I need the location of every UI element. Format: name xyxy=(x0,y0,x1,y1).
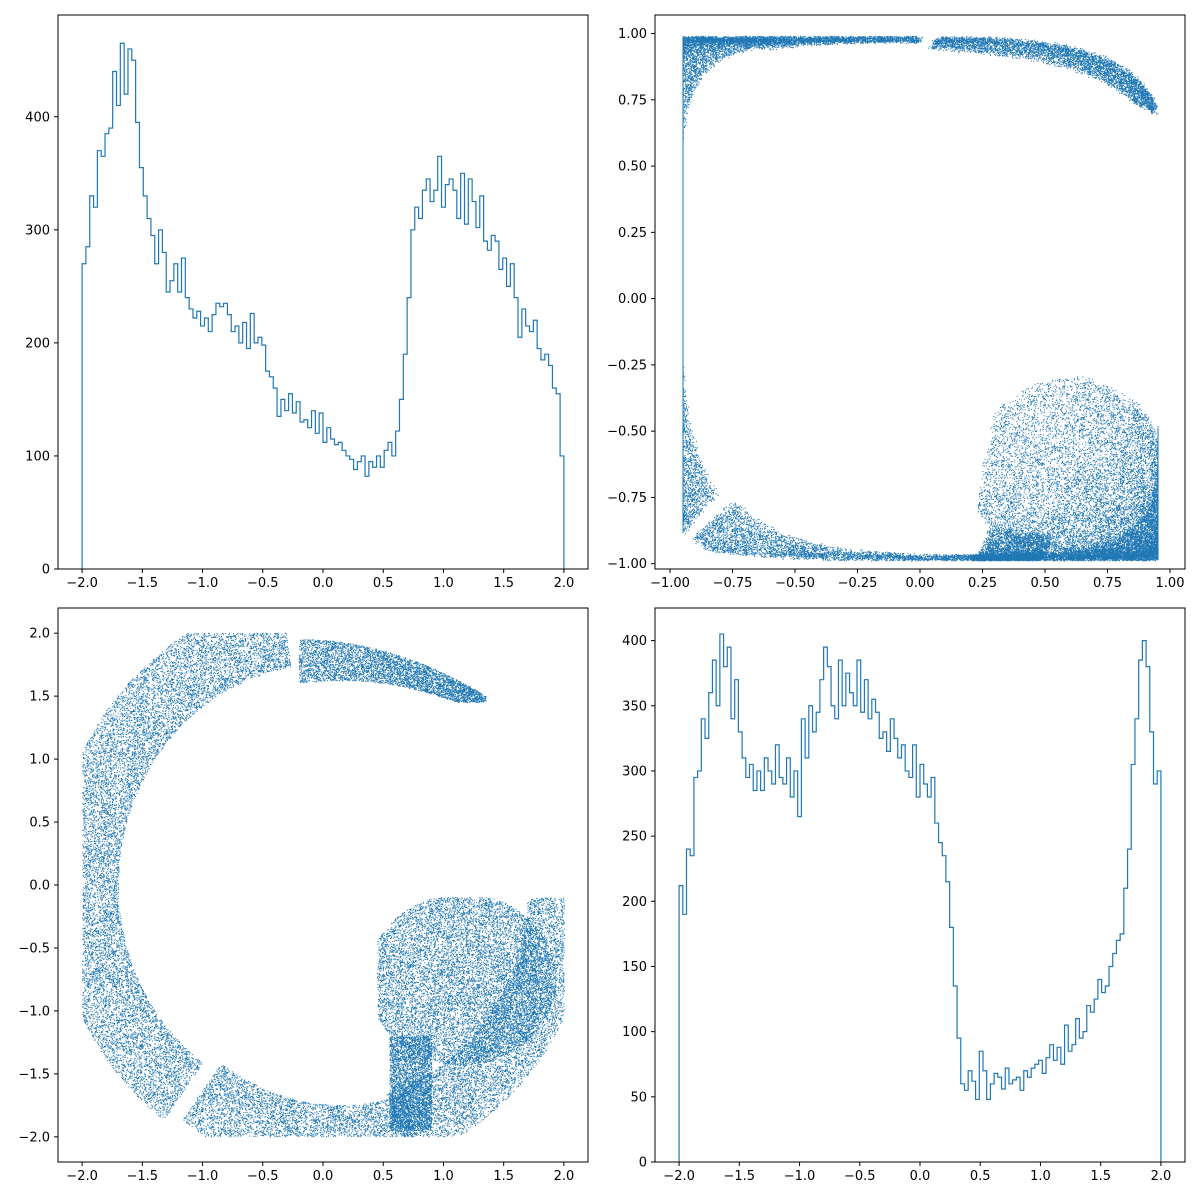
x-tick-label: −1.0 xyxy=(187,1169,219,1184)
y-tick-label: 0 xyxy=(42,563,50,578)
plot-panel-4: −2.0 −1.5 −1.0 −0.5 0.0 0.5 1.0 1.5 2.0 0 50 100 150… xyxy=(622,607,1186,1184)
x-tick-label: 0.75 xyxy=(1093,576,1122,591)
y-tick-label: −0.5 xyxy=(18,941,50,956)
scatter-points xyxy=(682,35,1159,562)
y-tick-label: 0.50 xyxy=(618,160,647,175)
x-tick-label: 2.0 xyxy=(1151,1169,1172,1184)
y-tick-label: 2.0 xyxy=(29,627,50,642)
y-tick-label: 400 xyxy=(25,110,50,125)
histogram-step-line xyxy=(678,633,1162,1162)
y-tick-label: 300 xyxy=(622,764,647,779)
x-tick-label: 0.5 xyxy=(373,576,394,591)
plot-panel-2: −1.00 −0.75 −0.50 −0.25 0.00 0.25 0.50 0.75 1.00… xyxy=(607,14,1186,591)
x-tick-label: 2.0 xyxy=(554,576,575,591)
x-tick-label: −2.0 xyxy=(66,1169,98,1184)
x-tick-label: −2.0 xyxy=(663,1169,695,1184)
y-tick-label: 0.25 xyxy=(618,226,647,241)
x-tick-label: 0.5 xyxy=(970,1169,991,1184)
y-tick-label: 300 xyxy=(25,223,50,238)
x-tick-label: 1.0 xyxy=(1030,1169,1051,1184)
axes-frame xyxy=(57,14,589,570)
y-tick-label: 0.75 xyxy=(618,93,647,108)
x-tick-label: −0.5 xyxy=(247,1169,279,1184)
y-tick-label: −0.25 xyxy=(607,358,647,373)
x-tick-label: 0.00 xyxy=(906,576,935,591)
x-tick-label: −0.50 xyxy=(775,576,815,591)
x-tick-label: −1.00 xyxy=(650,576,690,591)
x-tick-label: −1.5 xyxy=(724,1169,756,1184)
x-tick-label: −0.5 xyxy=(844,1169,876,1184)
x-tick-label: 0.25 xyxy=(968,576,997,591)
y-tick-label: 100 xyxy=(25,449,50,464)
y-tick-label: 1.5 xyxy=(29,690,50,705)
y-tick-label: 150 xyxy=(622,960,647,975)
y-tick-label: −2.0 xyxy=(18,1130,50,1145)
plot-panel-1: −2.0 −1.5 −1.0 −0.5 0.0 0.5 1.0 1.5 2.0 0 100 200 30… xyxy=(25,14,589,591)
y-tick-label: 100 xyxy=(622,1025,647,1040)
x-tick-label: 1.5 xyxy=(493,1169,514,1184)
x-tick-label: 1.5 xyxy=(493,576,514,591)
x-tick-label: −1.0 xyxy=(187,576,219,591)
y-tick-label: −1.0 xyxy=(18,1004,50,1019)
y-tick-label: −0.50 xyxy=(607,425,647,440)
y-tick-label: 0.5 xyxy=(29,816,50,831)
x-tick-label: −0.5 xyxy=(247,576,279,591)
x-tick-label: −1.0 xyxy=(784,1169,816,1184)
y-tick-label: 1.00 xyxy=(618,27,647,42)
histogram-step-line xyxy=(81,42,565,569)
y-tick-label: 250 xyxy=(622,830,647,845)
x-tick-label: 1.0 xyxy=(433,576,454,591)
y-tick-label: 350 xyxy=(622,699,647,714)
x-tick-label: 1.0 xyxy=(433,1169,454,1184)
scatter-points xyxy=(82,632,565,1138)
y-tick-label: −1.5 xyxy=(18,1067,50,1082)
y-tick-label: 0.00 xyxy=(618,292,647,307)
y-tick-label: −0.75 xyxy=(607,491,647,506)
x-tick-label: 1.5 xyxy=(1090,1169,1111,1184)
x-tick-label: 1.00 xyxy=(1156,576,1185,591)
x-tick-label: −0.25 xyxy=(838,576,878,591)
x-tick-label: 2.0 xyxy=(554,1169,575,1184)
x-tick-label: −1.5 xyxy=(127,576,159,591)
y-tick-label: 400 xyxy=(622,634,647,649)
x-tick-label: −0.75 xyxy=(713,576,753,591)
y-tick-label: 200 xyxy=(622,895,647,910)
x-tick-label: −2.0 xyxy=(66,576,98,591)
y-tick-label: 0.0 xyxy=(29,879,50,894)
x-tick-label: 0.0 xyxy=(313,1169,334,1184)
y-tick-label: −1.00 xyxy=(607,557,647,572)
y-tick-label: 50 xyxy=(630,1090,647,1105)
x-tick-label: 0.0 xyxy=(313,576,334,591)
plot-panel-3: −2.0 −1.5 −1.0 −0.5 0.0 0.5 1.0 1.5 2.0 −2.0 −1.5 −… xyxy=(18,607,589,1184)
x-tick-label: 0.50 xyxy=(1031,576,1060,591)
x-tick-label: −1.5 xyxy=(127,1169,159,1184)
y-tick-label: 0 xyxy=(639,1156,647,1171)
x-tick-label: 0.0 xyxy=(910,1169,931,1184)
x-tick-label: 0.5 xyxy=(373,1169,394,1184)
y-tick-label: 200 xyxy=(25,336,50,351)
y-tick-label: 1.0 xyxy=(29,753,50,768)
